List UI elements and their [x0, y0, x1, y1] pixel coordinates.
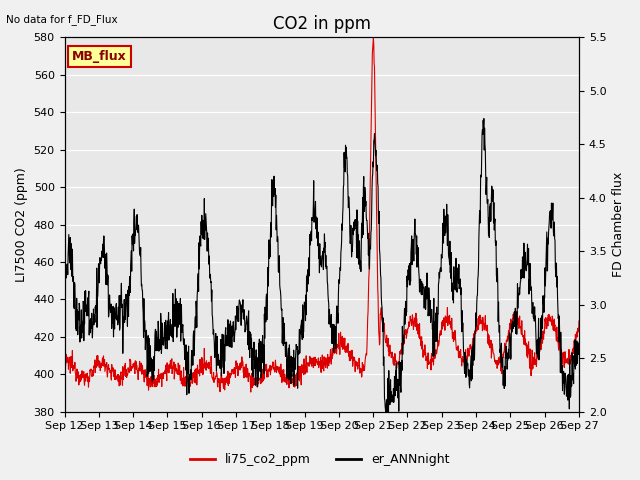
Legend: li75_co2_ppm, er_ANNnight: li75_co2_ppm, er_ANNnight — [186, 448, 454, 471]
Text: MB_flux: MB_flux — [72, 50, 127, 63]
Text: No data for f_FD_Flux: No data for f_FD_Flux — [6, 14, 118, 25]
Title: CO2 in ppm: CO2 in ppm — [273, 15, 371, 33]
Y-axis label: LI7500 CO2 (ppm): LI7500 CO2 (ppm) — [15, 167, 28, 282]
Y-axis label: FD Chamber flux: FD Chamber flux — [612, 172, 625, 277]
